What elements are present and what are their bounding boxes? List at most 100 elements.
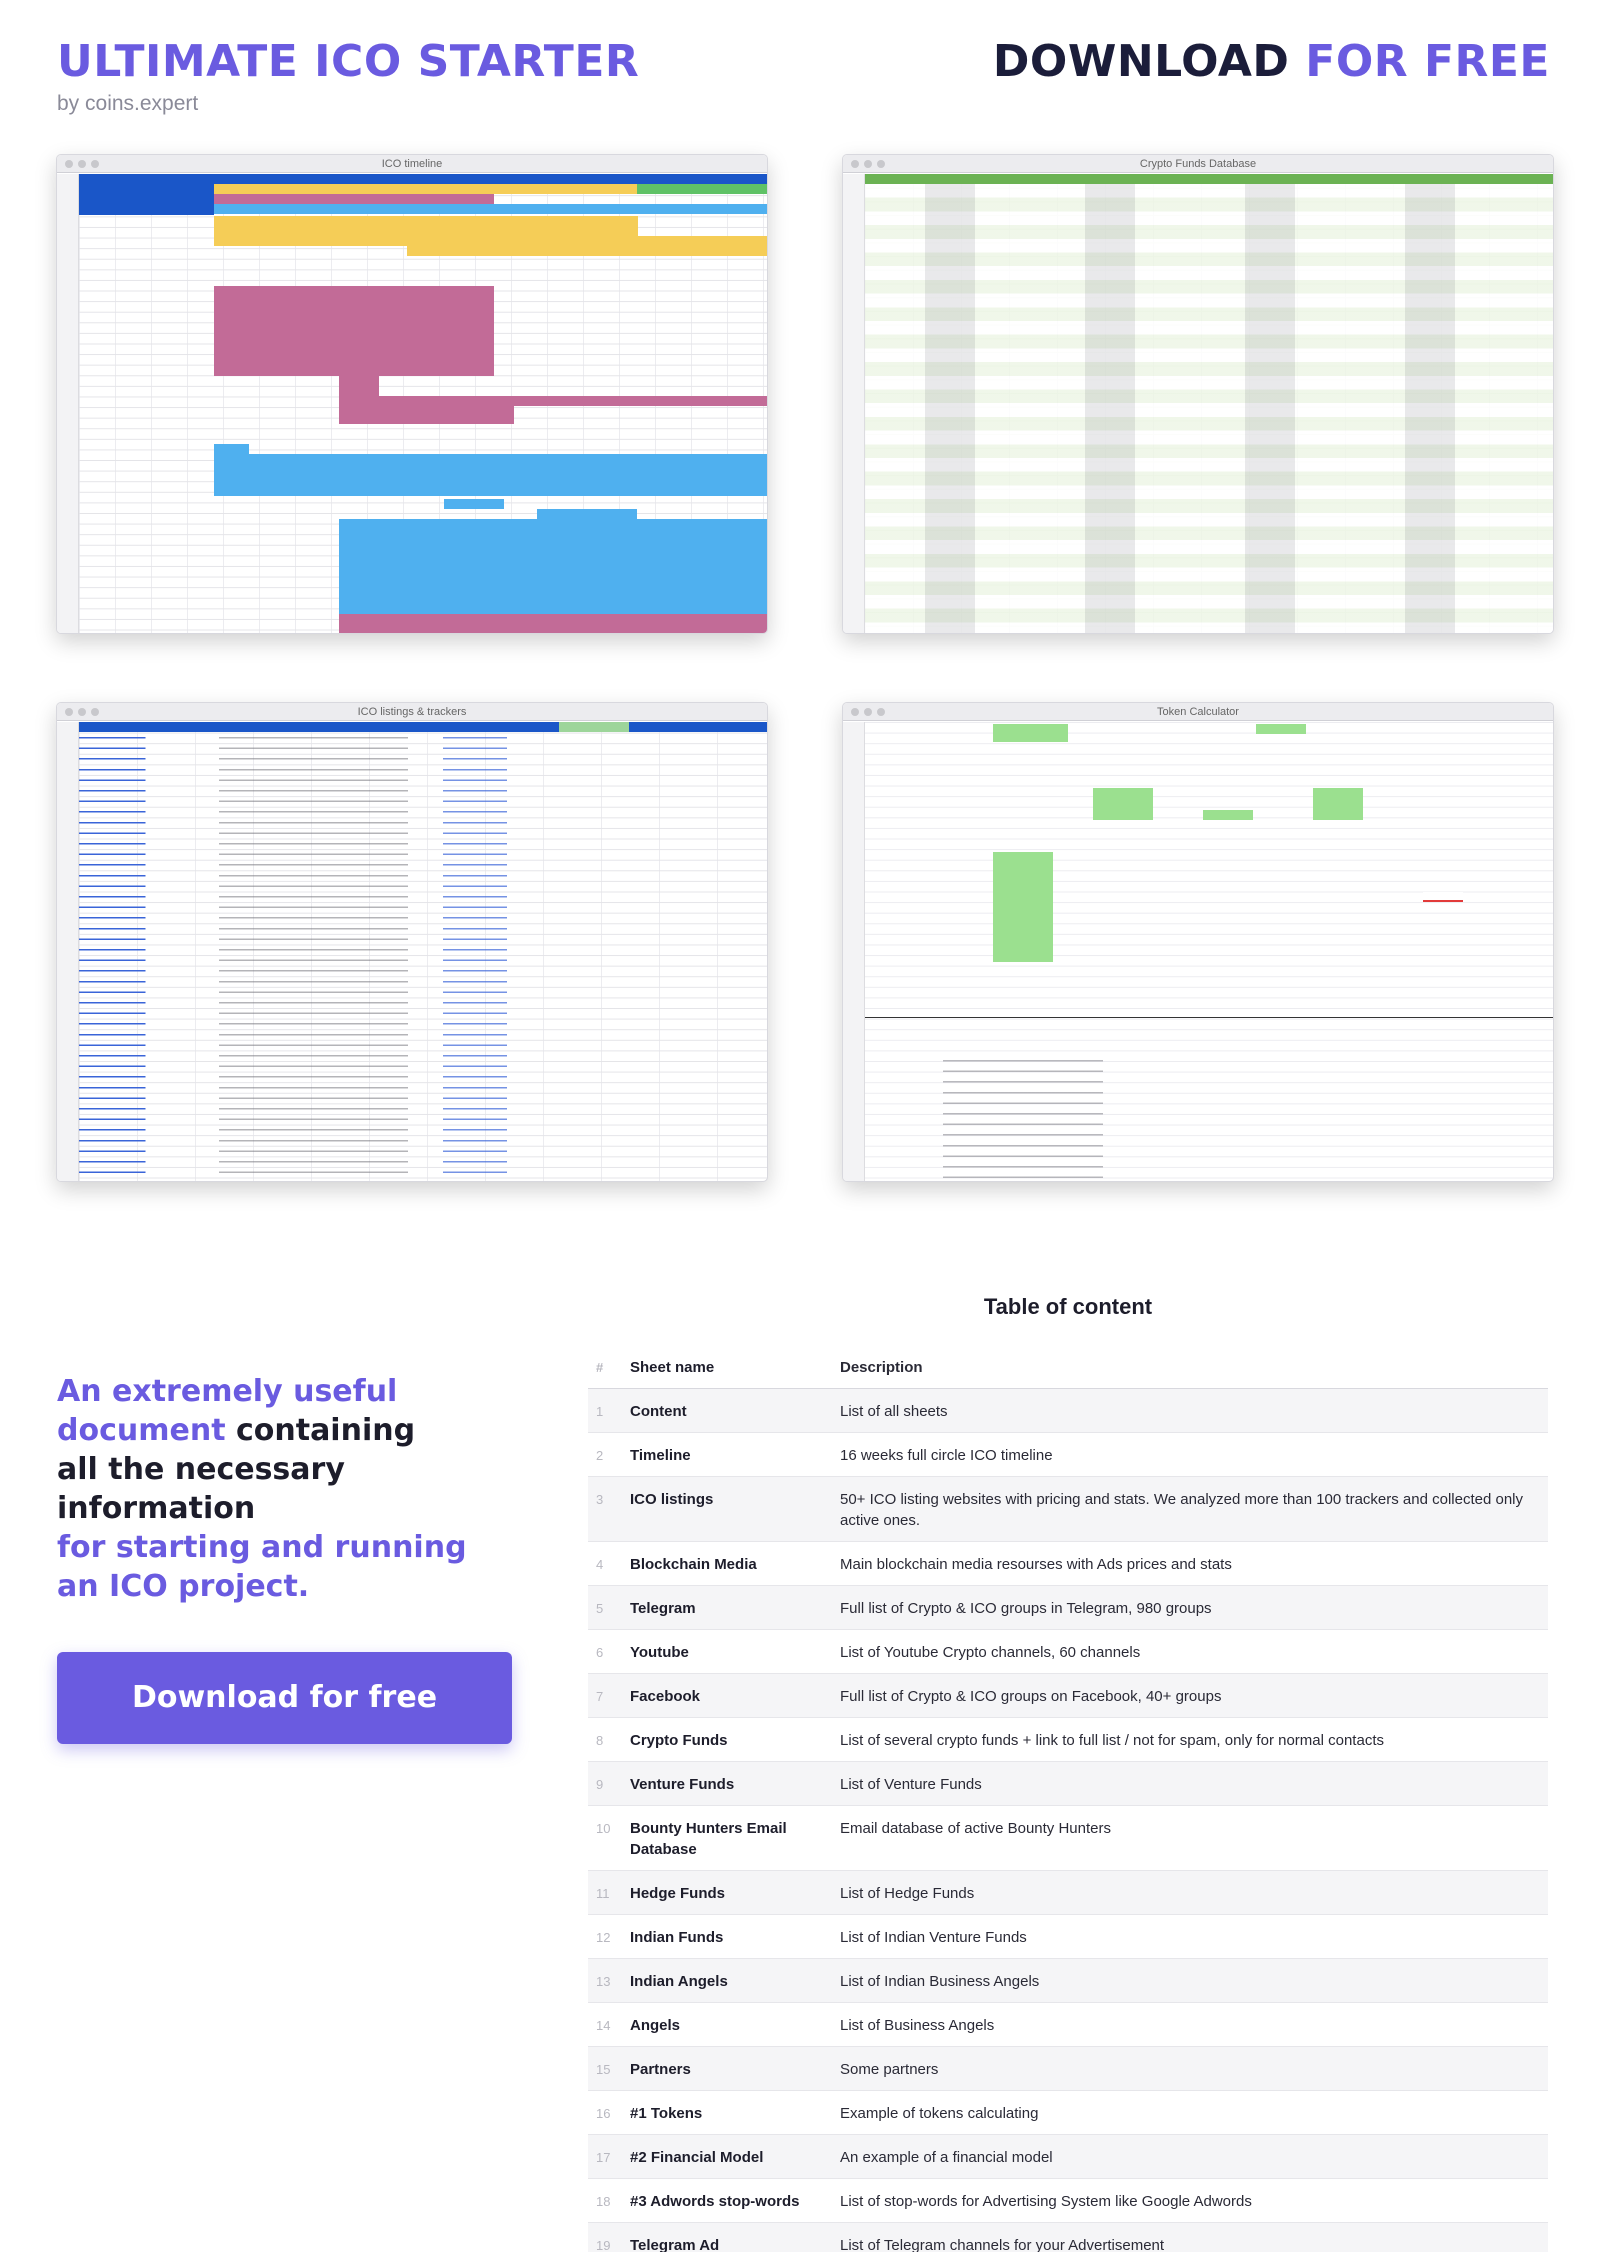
toc-row-desc: Full list of Crypto & ICO groups on Face… — [840, 1688, 1222, 1705]
sheet-preview-crypto-funds: Crypto Funds Database — [842, 154, 1554, 634]
lead-line-3: all the necessary information — [57, 1452, 345, 1526]
toc-row-num: 18 — [596, 2194, 611, 2209]
toc-row-name: Telegram Ad — [630, 2237, 720, 2252]
toc-row-name: Crypto Funds — [630, 1732, 728, 1749]
toc-row-desc: List of Indian Venture Funds — [840, 1929, 1027, 1946]
toc-row-desc: List of several crypto funds + link to f… — [840, 1732, 1384, 1749]
toc-row-num: 13 — [596, 1974, 611, 1989]
toc-row-name: #2 Financial Model — [630, 2149, 764, 2166]
window-controls-icon — [65, 160, 99, 168]
toc-row-name: Indian Angels — [630, 1973, 728, 1990]
toc-row-desc: Main blockchain media resourses with Ads… — [840, 1556, 1232, 1573]
sheet-title: ICO timeline — [381, 158, 443, 170]
sheet-titlebar: ICO timeline — [57, 155, 767, 173]
toc-row-num: 1 — [596, 1404, 604, 1419]
table-row: 12 Indian Funds List of Indian Venture Fun… — [588, 1915, 1548, 1959]
toc-row-name: Facebook — [630, 1688, 701, 1705]
toc-row-name: Indian Funds — [630, 1929, 724, 1946]
toc-row-name: #1 Tokens — [630, 2105, 703, 2122]
toc-row-num: 12 — [596, 1930, 611, 1945]
toc-row-name: Venture Funds — [630, 1776, 735, 1793]
window-controls-icon — [851, 160, 885, 168]
toc-row-name: Youtube — [630, 1644, 689, 1661]
toc-row-num: 11 — [596, 1886, 610, 1901]
sheet-title: Token Calculator — [1157, 706, 1239, 718]
toc-row-desc: Example of tokens calculating — [840, 2105, 1039, 2122]
toc-col-name: Sheet name — [630, 1359, 715, 1376]
table-row: 5 Telegram Full list of Crypto & ICO group… — [588, 1586, 1548, 1630]
window-controls-icon — [65, 708, 99, 716]
brand: ULTIMATE ICO STARTER by coins.expert — [57, 36, 639, 116]
toc-row-num: 15 — [596, 2062, 611, 2077]
toc-row-desc: List of Hedge Funds — [840, 1885, 975, 1902]
toc-row-name: #3 Adwords stop-words — [630, 2193, 800, 2210]
toc-row-num: 3 — [596, 1492, 604, 1507]
table-row: 16 #1 Tokens Example of tokens calculating — [588, 2091, 1548, 2135]
sheet-titlebar: ICO listings & trackers — [57, 703, 767, 721]
table-row: 18 #3 Adwords stop-words List of stop-word… — [588, 2179, 1548, 2223]
lead-line-4: for starting and running — [57, 1530, 467, 1565]
toc-col-desc: Description — [840, 1359, 923, 1376]
lead-line-2-accent: document — [57, 1413, 226, 1448]
table-row: 19 Telegram Ad List of Telegram channels f… — [588, 2223, 1548, 2252]
toc-row-name: ICO listings — [630, 1491, 714, 1508]
toc-row-num: 9 — [596, 1777, 604, 1792]
byline[interactable]: by coins.expert — [57, 92, 199, 115]
toc-row-desc: Email database of active Bounty Hunters — [840, 1820, 1111, 1837]
toc-row-num: 4 — [596, 1557, 604, 1572]
toc-row-name: Timeline — [630, 1447, 691, 1464]
toc-row-name: Telegram — [630, 1600, 696, 1617]
lead-line-5: an ICO project. — [57, 1569, 310, 1604]
table-row: 4 Blockchain Media Main blockchain media r… — [588, 1542, 1548, 1586]
window-controls-icon — [851, 708, 885, 716]
toc-row-desc: List of Business Angels — [840, 2017, 995, 2034]
download-heading-dark: DOWNLOAD — [992, 36, 1290, 87]
table-row: 9 Venture Funds List of Venture Funds — [588, 1762, 1548, 1806]
toc-row-num: 5 — [596, 1601, 604, 1616]
table-row: 6 Youtube List of Youtube Crypto channels,… — [588, 1630, 1548, 1674]
toc-row-desc: 16 weeks full circle ICO timeline — [840, 1447, 1053, 1464]
toc-row-desc: 50+ ICO listing websites with pricing an… — [840, 1491, 1523, 1529]
toc-row-desc: Full list of Crypto & ICO groups in Tele… — [840, 1600, 1212, 1617]
table-row: 1 Content List of all sheets — [588, 1389, 1548, 1433]
toc-row-num: 17 — [596, 2150, 611, 2165]
toc-row-name: Angels — [630, 2017, 681, 2034]
download-heading-accent: FOR FREE — [1305, 36, 1550, 87]
toc-row-num: 7 — [596, 1689, 604, 1704]
toc-row-num: 2 — [596, 1448, 604, 1463]
table-row: 17 #2 Financial Model An example of a fina… — [588, 2135, 1548, 2179]
lead-line-2-dark: containing — [225, 1413, 416, 1448]
toc-row-desc: List of Telegram channels for your Adver… — [840, 2237, 1165, 2252]
sheet-preview-token-calculator: Token Calculator — [842, 702, 1554, 1182]
toc-title: Table of content — [983, 1294, 1153, 1319]
toc-row-desc: List of Venture Funds — [840, 1776, 982, 1793]
toc-table: # Sheet name Description 1 Content List of… — [588, 1345, 1548, 2252]
sheet-preview-ico-listings: ICO listings & trackers — [56, 702, 768, 1182]
toc-row-name: Partners — [630, 2061, 691, 2078]
lead-line-1: An extremely useful — [57, 1374, 398, 1409]
download-button[interactable]: Download for free — [57, 1652, 512, 1744]
toc-row-num: 19 — [596, 2238, 611, 2252]
toc-row-name: Bounty Hunters Email Database — [630, 1820, 787, 1858]
toc-row-desc: List of all sheets — [840, 1403, 948, 1420]
toc-header-row: # Sheet name Description — [588, 1345, 1548, 1389]
table-row: 11 Hedge Funds List of Hedge Funds — [588, 1871, 1548, 1915]
sheet-preview-timeline: ICO timeline — [56, 154, 768, 634]
page-title: ULTIMATE ICO STARTER — [57, 36, 640, 87]
sheet-titlebar: Token Calculator — [843, 703, 1553, 721]
toc-row-num: 14 — [596, 2018, 611, 2033]
table-row: 14 Angels List of Business Angels — [588, 2003, 1548, 2047]
toc-row-name: Blockchain Media — [630, 1556, 757, 1573]
toc-row-desc: List of Indian Business Angels — [840, 1973, 1040, 1990]
download-heading[interactable]: DOWNLOAD FOR FREE — [993, 36, 1550, 88]
toc-row-num: 10 — [596, 1821, 611, 1836]
table-row: 8 Crypto Funds List of several crypto fund… — [588, 1718, 1548, 1762]
toc-row-desc: Some partners — [840, 2061, 939, 2078]
toc-row-num: 6 — [596, 1645, 604, 1660]
sheet-titlebar: Crypto Funds Database — [843, 155, 1553, 173]
toc-row-desc: An example of a financial model — [840, 2149, 1053, 2166]
table-row: 7 Facebook Full list of Crypto & ICO group… — [588, 1674, 1548, 1718]
toc-row-num: 16 — [596, 2106, 611, 2121]
table-row: 15 Partners Some partners — [588, 2047, 1548, 2091]
table-row: 2 Timeline 16 weeks full circle ICO timeli… — [588, 1433, 1548, 1477]
